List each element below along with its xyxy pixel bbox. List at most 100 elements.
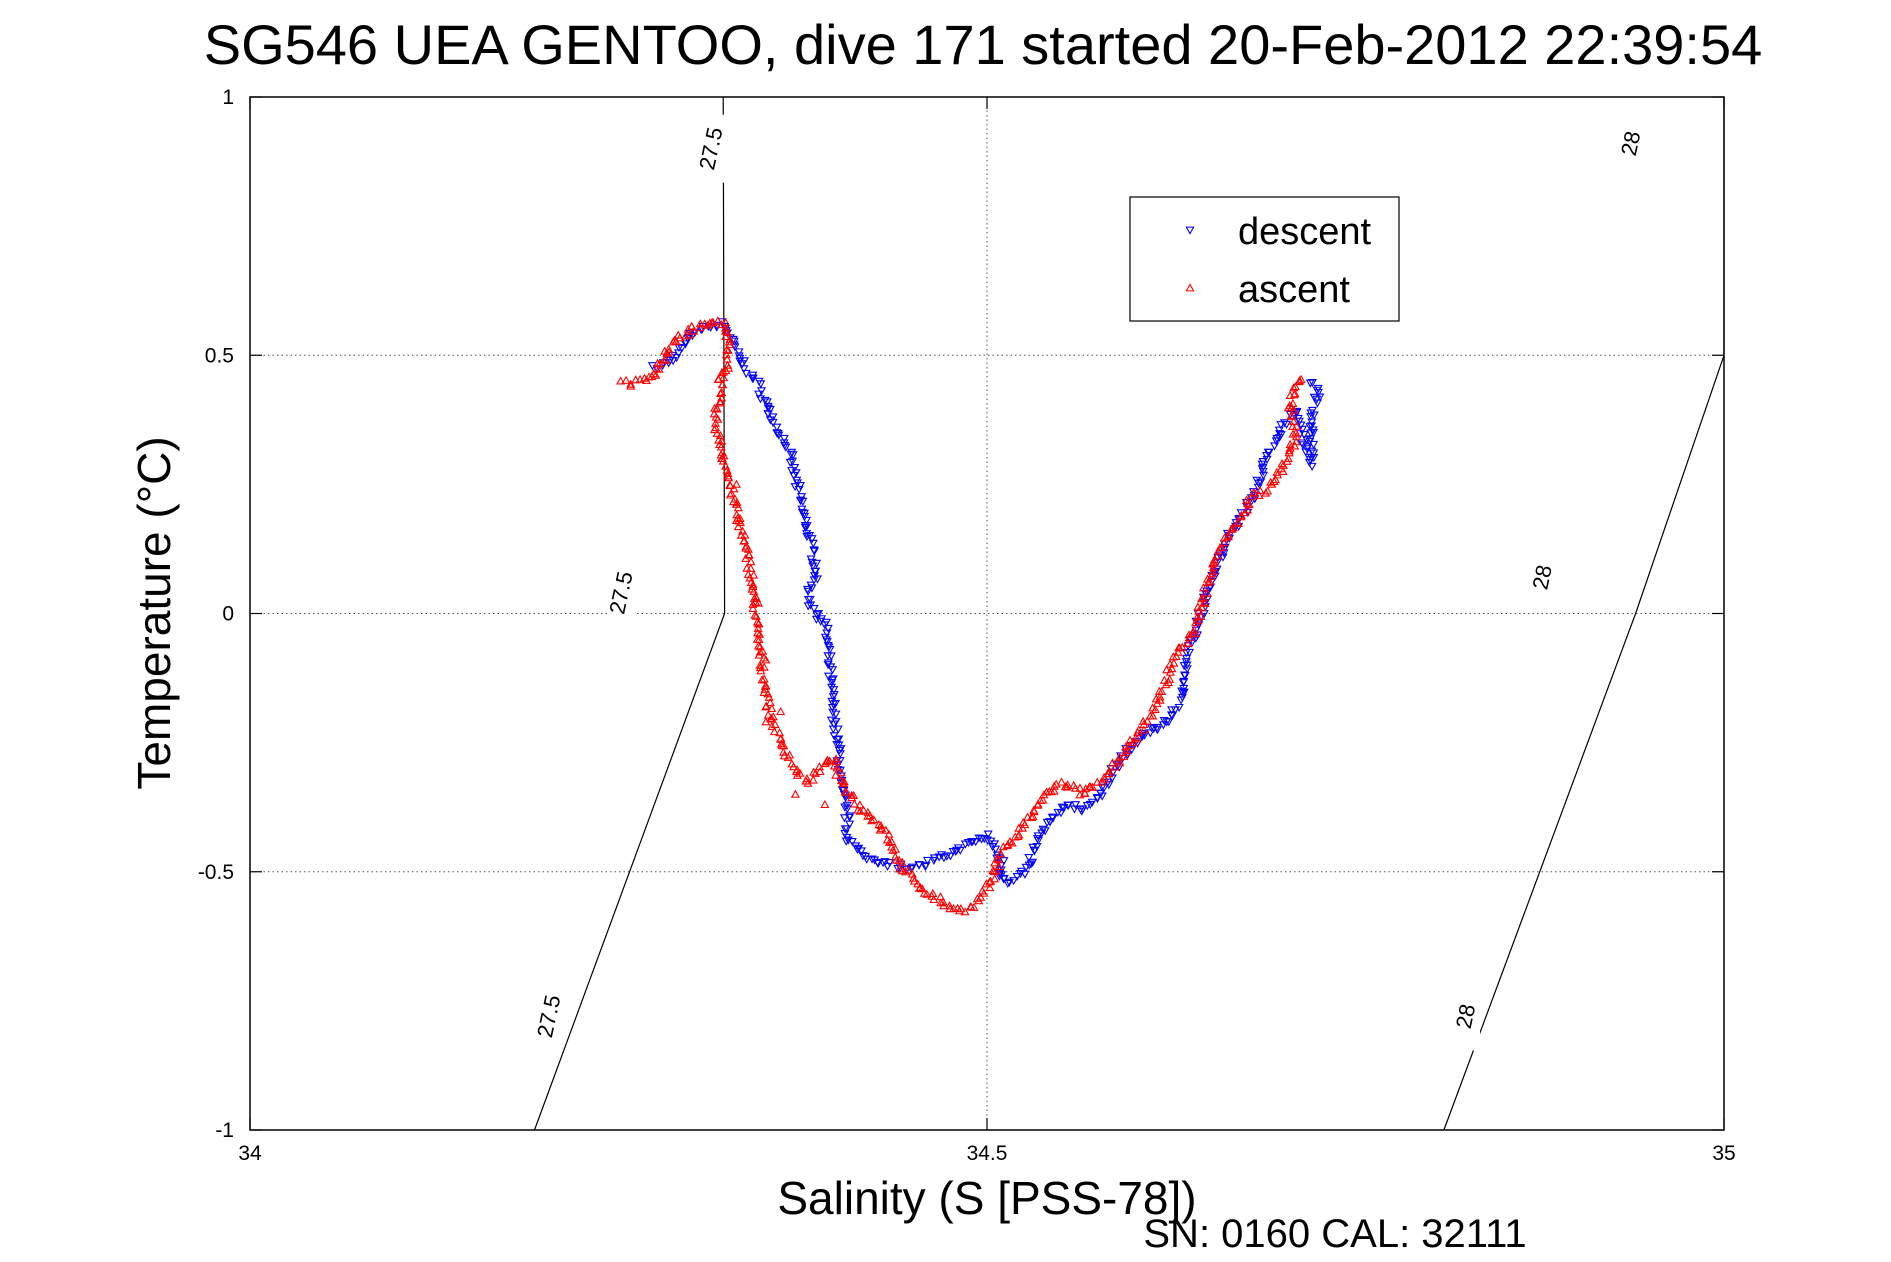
data-point-ascent	[748, 599, 758, 608]
data-point-ascent	[1133, 727, 1143, 737]
data-point-descent	[1309, 393, 1319, 402]
data-point-ascent	[1289, 383, 1299, 392]
data-point-descent	[845, 813, 855, 822]
data-point-ascent	[988, 865, 998, 874]
data-point-ascent	[1020, 819, 1030, 829]
data-point-descent	[823, 624, 833, 634]
data-point-descent	[929, 854, 940, 863]
data-point-ascent	[1121, 747, 1131, 757]
x-axis-label: Salinity (S [PSS-78])	[777, 1172, 1196, 1224]
data-point-descent	[812, 559, 822, 568]
data-point-descent	[1003, 879, 1013, 889]
data-point-ascent	[822, 755, 833, 764]
data-point-descent	[789, 471, 799, 481]
data-point-ascent	[884, 829, 894, 838]
data-point-ascent	[757, 675, 767, 684]
data-point-ascent	[808, 775, 818, 784]
data-point-descent	[1262, 455, 1272, 464]
data-point-descent	[983, 830, 993, 839]
data-point-descent	[1309, 440, 1319, 450]
data-point-descent	[1307, 462, 1317, 471]
data-point-ascent	[712, 428, 722, 437]
legend-label-descent: descent	[1238, 211, 1372, 253]
data-point-descent	[1299, 431, 1309, 440]
data-point-ascent	[1285, 439, 1295, 448]
isopycnal-label-bg	[535, 982, 564, 1051]
data-point-descent	[1231, 519, 1241, 528]
data-point-descent	[841, 837, 851, 846]
data-point-descent	[831, 718, 841, 727]
data-point-ascent	[713, 414, 723, 423]
data-point-ascent	[1208, 559, 1218, 568]
data-point-descent	[812, 575, 822, 584]
data-point-ascent	[929, 894, 939, 904]
legend-marker-descent	[1185, 226, 1195, 235]
data-point-ascent	[993, 855, 1003, 864]
data-point-ascent	[1110, 762, 1120, 771]
data-point-descent	[795, 482, 805, 491]
data-point-descent	[672, 354, 682, 363]
data-points	[616, 316, 1325, 916]
series-ascent	[616, 316, 1306, 916]
data-point-descent	[834, 735, 844, 744]
data-point-descent	[856, 847, 866, 856]
data-point-ascent	[724, 473, 734, 482]
isopycnal-label: 28	[1527, 563, 1557, 592]
data-point-descent	[734, 348, 744, 357]
data-point-ascent	[1070, 783, 1080, 792]
data-point-descent	[836, 745, 846, 754]
data-point-descent	[787, 457, 798, 466]
data-point-ascent	[754, 641, 764, 650]
x-tick-label: 34.5	[967, 1142, 1008, 1165]
data-point-descent	[754, 390, 764, 399]
data-point-ascent	[1148, 703, 1158, 712]
data-point-descent	[1305, 437, 1315, 447]
data-point-ascent	[1165, 674, 1175, 683]
data-point-ascent	[1200, 598, 1210, 607]
data-point-descent	[1028, 858, 1038, 867]
data-point-descent	[860, 852, 870, 862]
data-point-ascent	[1028, 811, 1038, 820]
data-point-ascent	[1173, 647, 1183, 656]
data-point-ascent	[1278, 460, 1288, 469]
data-point-ascent	[1205, 576, 1215, 585]
data-point-descent	[1092, 793, 1102, 803]
data-point-ascent	[661, 355, 671, 364]
axis-ticks: 34 34.5 35 -1 -0.5 0 0.5 1	[198, 86, 1736, 1165]
data-point-ascent	[922, 889, 932, 898]
data-point-ascent	[874, 819, 884, 829]
data-point-ascent	[809, 767, 819, 776]
data-point-ascent	[1285, 401, 1295, 410]
data-point-ascent	[1049, 781, 1059, 790]
data-point-ascent	[938, 897, 948, 906]
data-point-descent	[798, 497, 808, 506]
data-point-descent	[1312, 386, 1322, 395]
data-point-ascent	[909, 876, 919, 885]
data-point-ascent	[939, 901, 949, 910]
data-point-ascent	[995, 849, 1006, 858]
data-point-descent	[760, 396, 770, 406]
data-point-ascent	[792, 770, 802, 779]
y-axis-label: Temperature (°C)	[128, 436, 180, 789]
data-point-descent	[1274, 426, 1284, 435]
data-point-ascent	[1167, 663, 1177, 673]
data-point-ascent	[724, 337, 734, 346]
data-point-ascent	[945, 901, 955, 910]
data-point-ascent	[1288, 398, 1298, 408]
data-point-ascent	[820, 799, 830, 809]
data-point-descent	[1306, 413, 1316, 422]
data-point-descent	[828, 693, 838, 702]
data-point-ascent	[790, 789, 800, 798]
data-point-descent	[1307, 378, 1317, 388]
data-point-ascent	[733, 521, 743, 531]
data-point-descent	[1009, 877, 1019, 886]
data-point-ascent	[1184, 630, 1194, 639]
data-point-descent	[828, 725, 838, 734]
data-point-descent	[794, 485, 804, 495]
data-point-descent	[1071, 801, 1081, 810]
data-point-ascent	[836, 768, 846, 777]
data-point-ascent	[713, 316, 723, 325]
data-point-ascent	[789, 762, 799, 771]
data-point-descent	[811, 567, 821, 576]
